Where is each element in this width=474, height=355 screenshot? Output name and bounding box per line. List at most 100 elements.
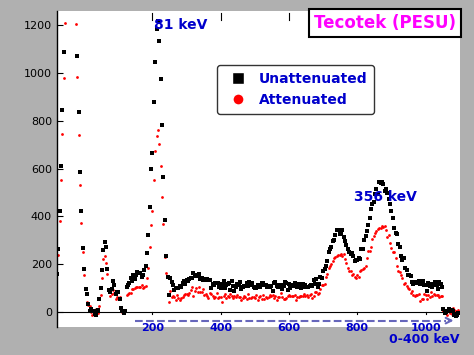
- Point: [72, 21, 80, 27]
- Point: [194, 273, 201, 279]
- Point: [397, 253, 405, 258]
- Point: [448, 307, 456, 312]
- Point: [201, 292, 208, 298]
- Point: [362, 263, 369, 269]
- Point: [93, 312, 100, 317]
- Point: [100, 247, 107, 253]
- Point: [296, 284, 304, 290]
- Point: [97, 285, 104, 291]
- Point: [358, 246, 365, 252]
- Point: [341, 256, 349, 262]
- Point: [363, 228, 371, 234]
- Point: [101, 240, 109, 245]
- Point: [198, 275, 205, 281]
- Point: [140, 284, 148, 290]
- Point: [437, 282, 445, 287]
- Point: [407, 273, 414, 279]
- Point: [206, 290, 214, 296]
- Point: [153, 26, 160, 32]
- Point: [375, 225, 383, 230]
- Point: [98, 275, 106, 281]
- Point: [240, 293, 248, 299]
- Point: [151, 148, 159, 154]
- Point: [281, 296, 289, 301]
- Point: [289, 294, 297, 299]
- Point: [177, 295, 185, 301]
- Point: [399, 275, 406, 281]
- Point: [355, 255, 363, 261]
- Point: [254, 282, 262, 287]
- Point: [184, 292, 192, 298]
- Point: [373, 228, 380, 234]
- Point: [192, 285, 200, 290]
- Point: [315, 290, 323, 296]
- Point: [232, 284, 239, 290]
- Point: [227, 287, 234, 293]
- Point: [301, 293, 309, 299]
- Point: [246, 279, 253, 285]
- Point: [274, 294, 282, 300]
- Point: [94, 310, 101, 315]
- Point: [173, 285, 181, 290]
- Point: [419, 279, 427, 284]
- Point: [423, 296, 431, 301]
- Point: [179, 294, 186, 299]
- Point: [169, 293, 177, 299]
- Point: [145, 265, 152, 271]
- Point: [217, 294, 225, 300]
- Point: [262, 295, 270, 300]
- Point: [123, 292, 130, 297]
- Point: [314, 285, 321, 290]
- Point: [333, 227, 341, 233]
- Point: [322, 274, 330, 280]
- Point: [113, 289, 121, 295]
- Point: [253, 285, 260, 291]
- Point: [381, 188, 389, 194]
- Point: [367, 244, 375, 250]
- Point: [380, 224, 387, 229]
- Point: [341, 238, 349, 244]
- Point: [371, 230, 379, 236]
- Point: [259, 280, 267, 286]
- Point: [360, 237, 368, 242]
- Point: [283, 280, 290, 286]
- Point: [431, 279, 439, 285]
- Point: [113, 295, 121, 300]
- Point: [105, 287, 112, 293]
- Point: [203, 294, 211, 299]
- Point: [318, 282, 326, 288]
- Point: [333, 253, 341, 259]
- Point: [400, 282, 408, 287]
- Point: [295, 294, 302, 300]
- Point: [124, 282, 132, 288]
- Point: [285, 281, 293, 286]
- Point: [209, 282, 216, 287]
- Point: [185, 290, 193, 296]
- Point: [330, 255, 338, 261]
- Point: [394, 268, 402, 274]
- Point: [132, 272, 140, 278]
- Point: [365, 248, 372, 254]
- Point: [380, 181, 387, 186]
- Point: [174, 295, 182, 301]
- Point: [444, 313, 451, 318]
- Point: [177, 284, 185, 290]
- Point: [438, 293, 446, 299]
- Point: [287, 285, 294, 290]
- Point: [220, 293, 228, 298]
- Point: [134, 269, 141, 274]
- Point: [237, 286, 245, 291]
- Point: [411, 280, 419, 286]
- Point: [420, 291, 428, 297]
- Point: [449, 308, 457, 314]
- Point: [335, 252, 342, 258]
- Point: [404, 285, 412, 290]
- Point: [106, 293, 114, 299]
- Point: [418, 296, 425, 302]
- Point: [423, 289, 431, 294]
- Point: [269, 288, 276, 294]
- Point: [441, 310, 448, 316]
- Point: [385, 196, 392, 202]
- Point: [86, 304, 93, 309]
- Point: [326, 246, 334, 252]
